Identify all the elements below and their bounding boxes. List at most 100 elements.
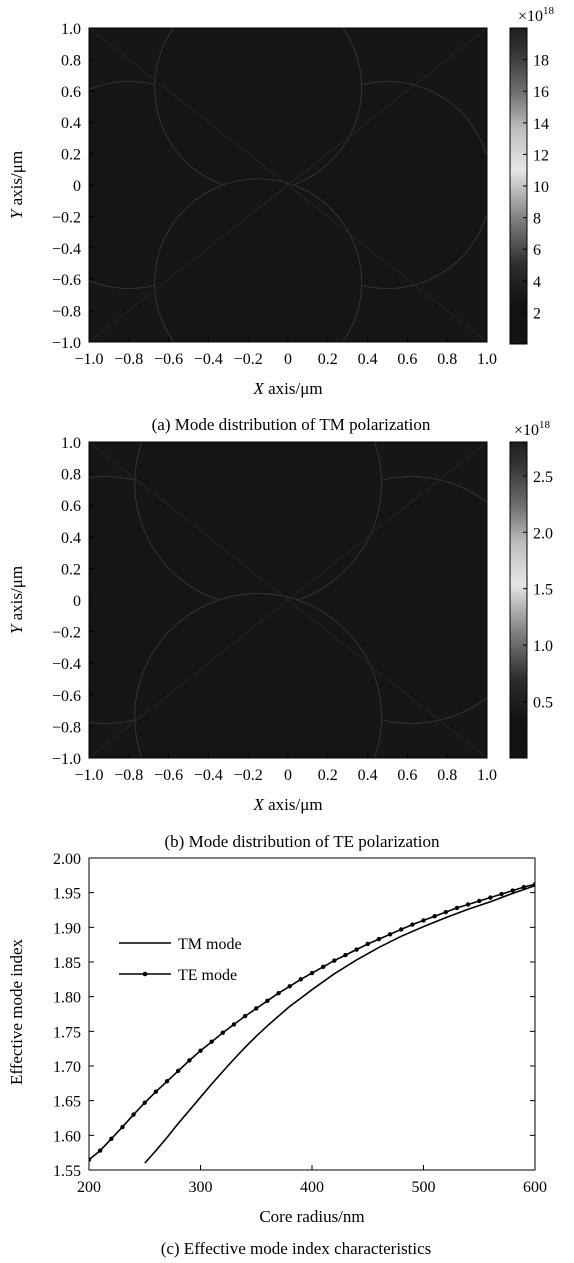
series-point-te bbox=[254, 1006, 259, 1011]
x-tick-label: 600 bbox=[523, 1179, 547, 1196]
x-tick-label: −0.2 bbox=[234, 767, 263, 784]
x-tick-label: −1.0 bbox=[74, 351, 103, 368]
y-tick-label: 0.2 bbox=[61, 561, 81, 578]
colorbar-tick-label: 12 bbox=[533, 147, 549, 164]
colorbar-tick-label: 16 bbox=[533, 84, 549, 101]
series-point-te bbox=[153, 1089, 159, 1094]
y-tick-label: 1.95 bbox=[53, 886, 81, 903]
series-point-te bbox=[332, 958, 337, 963]
colorbar-tick-label: 14 bbox=[533, 116, 549, 133]
panel-c: 2.00 1.95 1.90 1.85 1.80 1.75 1.70 1.65 1.60 1.55… bbox=[7, 851, 547, 1258]
legend-te-marker bbox=[142, 971, 148, 977]
y-ticks-b: 1.0 0.8 0.6 0.4 0.2 0 −0.2 −0.4 −0.6 −0.8 −1.0 bbox=[52, 435, 94, 768]
series-point-te bbox=[89, 1157, 92, 1162]
y-tick-label: 0.8 bbox=[61, 52, 81, 69]
legend-tm-label: TM mode bbox=[178, 936, 242, 953]
x-tick-label: 300 bbox=[189, 1179, 213, 1196]
series-line-tm bbox=[144, 884, 535, 1164]
y-tick-label: 1.75 bbox=[53, 1024, 81, 1041]
colorbar-tick-label: 10 bbox=[533, 179, 549, 196]
colorbar-b-ticks: 2.5 2.0 1.5 1.0 0.5 bbox=[523, 469, 553, 712]
panel-b: 1.0 0.8 0.6 0.4 0.2 0 −0.2 −0.4 −0.6 −0.8 −1.0 −1.… bbox=[7, 419, 553, 851]
caption-b: (b) Mode distribution of TE polarization bbox=[165, 832, 440, 851]
series-point-te bbox=[354, 947, 359, 952]
y-tick-label: 0.4 bbox=[61, 115, 81, 132]
series-point-te bbox=[276, 991, 281, 996]
series-point-te bbox=[242, 1013, 248, 1019]
x-ticks-b: −1.0 −0.8 −0.6 −0.4 −0.2 0 0.2 0.4 0.6 0.8 1.0 bbox=[74, 753, 497, 784]
x-ticks-a: −1.0 −0.8 −0.6 −0.4 −0.2 0 0.2 0.4 0.6 0.8 1.0 bbox=[74, 337, 497, 368]
colorbar-tick-label: 2.5 bbox=[533, 469, 553, 486]
x-tick-label: −0.4 bbox=[194, 767, 223, 784]
x-tick-label: 500 bbox=[412, 1179, 436, 1196]
series-point-te bbox=[209, 1039, 214, 1044]
colorbar-tick-label: 0.5 bbox=[533, 695, 553, 712]
x-tick-label: −0.6 bbox=[154, 351, 183, 368]
caption-a: (a) Mode distribution of TM polarization bbox=[152, 415, 431, 434]
x-tick-label: 0 bbox=[284, 767, 292, 784]
y-tick-label: 1.85 bbox=[53, 955, 81, 972]
x-tick-label: −0.8 bbox=[114, 767, 143, 784]
y-axis-label-a: Y axis/μm bbox=[7, 151, 26, 219]
colorbar-b-exponent: ×1018 bbox=[514, 419, 551, 439]
x-tick-label: 0.6 bbox=[397, 351, 417, 368]
series-point-te bbox=[376, 936, 382, 942]
y-tick-label: −0.6 bbox=[52, 272, 81, 289]
y-tick-label: −0.4 bbox=[52, 656, 81, 673]
colorbar-tick-label: 1.0 bbox=[533, 638, 553, 655]
y-tick-label: 0 bbox=[73, 593, 81, 610]
series-point-te bbox=[109, 1136, 114, 1142]
colorbar-tick-label: 2.0 bbox=[533, 525, 553, 542]
series-point-te bbox=[142, 1100, 147, 1105]
series-point-te bbox=[477, 898, 482, 904]
diagonal-line bbox=[89, 28, 487, 342]
x-tick-label: −0.8 bbox=[114, 351, 143, 368]
series-point-te bbox=[410, 922, 415, 927]
x-axis-label-a: X axis/μm bbox=[252, 379, 322, 398]
series-point-te bbox=[287, 984, 292, 989]
series-point-te bbox=[176, 1068, 181, 1074]
x-axis-label-b: X axis/μm bbox=[252, 795, 322, 814]
y-tick-label: 1.70 bbox=[53, 1059, 81, 1076]
colorbar-b: ×1018 2.5 2.0 1.5 1.0 0.5 bbox=[509, 419, 553, 759]
colorbar-a: ×1018 18 16 14 12 10 8 6 4 2 bbox=[509, 5, 555, 345]
diagonal-line bbox=[89, 442, 487, 758]
legend-te-label: TE mode bbox=[178, 967, 237, 984]
colorbar-tick-label: 18 bbox=[533, 53, 549, 70]
series-point-te bbox=[298, 977, 304, 982]
cladding-hole bbox=[154, 178, 362, 342]
y-axis-label-b: Y axis/μm bbox=[7, 566, 26, 634]
colorbar-tick-label: 6 bbox=[533, 242, 541, 259]
series-point-te bbox=[432, 914, 437, 919]
series-point-te bbox=[131, 1112, 136, 1117]
heatmap-b-field bbox=[89, 442, 487, 758]
y-tick-label: −0.2 bbox=[52, 625, 81, 642]
y-tick-label: −1.0 bbox=[52, 751, 81, 768]
series-point-te bbox=[488, 895, 493, 900]
heatmap-b bbox=[89, 442, 487, 758]
series-line-te bbox=[89, 883, 535, 1161]
series-point-te bbox=[309, 970, 315, 976]
heatmap-a-field bbox=[89, 28, 487, 342]
colorbar-tick-label: 2 bbox=[533, 305, 541, 322]
series-point-te bbox=[465, 902, 471, 907]
colorbar-a-exponent: ×1018 bbox=[518, 5, 555, 25]
y-tick-label: 0.6 bbox=[61, 498, 81, 515]
y-tick-label: 0.6 bbox=[61, 84, 81, 101]
x-tick-label: −0.4 bbox=[194, 351, 223, 368]
x-tick-label: −0.2 bbox=[234, 351, 263, 368]
x-ticks-c: 200 300 400 500 600 bbox=[77, 1165, 547, 1196]
series-point-te bbox=[231, 1022, 237, 1027]
legend-c: TM mode TE mode bbox=[119, 936, 242, 984]
x-tick-label: 0.8 bbox=[437, 767, 457, 784]
y-axis-label-c: Effective mode index bbox=[7, 938, 26, 1085]
y-tick-label: −0.2 bbox=[52, 209, 81, 226]
series-c bbox=[89, 882, 535, 1164]
y-tick-label: −0.6 bbox=[52, 688, 81, 705]
y-tick-label: 1.60 bbox=[53, 1128, 81, 1145]
y-tick-label: −0.8 bbox=[52, 304, 81, 321]
series-point-te bbox=[320, 964, 326, 970]
y-tick-label: 1.65 bbox=[53, 1094, 81, 1111]
x-tick-label: 0.4 bbox=[358, 351, 378, 368]
x-tick-label: 0.8 bbox=[437, 351, 457, 368]
